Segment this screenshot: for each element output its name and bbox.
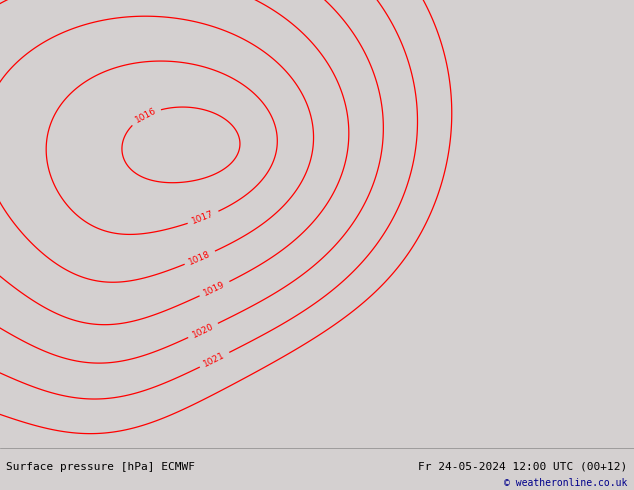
- Text: Fr 24-05-2024 12:00 UTC (00+12): Fr 24-05-2024 12:00 UTC (00+12): [418, 462, 628, 472]
- Text: 1021: 1021: [202, 351, 227, 369]
- Text: © weatheronline.co.uk: © weatheronline.co.uk: [504, 478, 628, 488]
- Text: 1020: 1020: [191, 321, 216, 340]
- Text: 1016: 1016: [133, 106, 158, 125]
- Text: 1017: 1017: [191, 209, 216, 226]
- Text: Surface pressure [hPa] ECMWF: Surface pressure [hPa] ECMWF: [6, 462, 195, 472]
- Text: 1018: 1018: [188, 249, 212, 267]
- Text: 1019: 1019: [202, 280, 227, 298]
